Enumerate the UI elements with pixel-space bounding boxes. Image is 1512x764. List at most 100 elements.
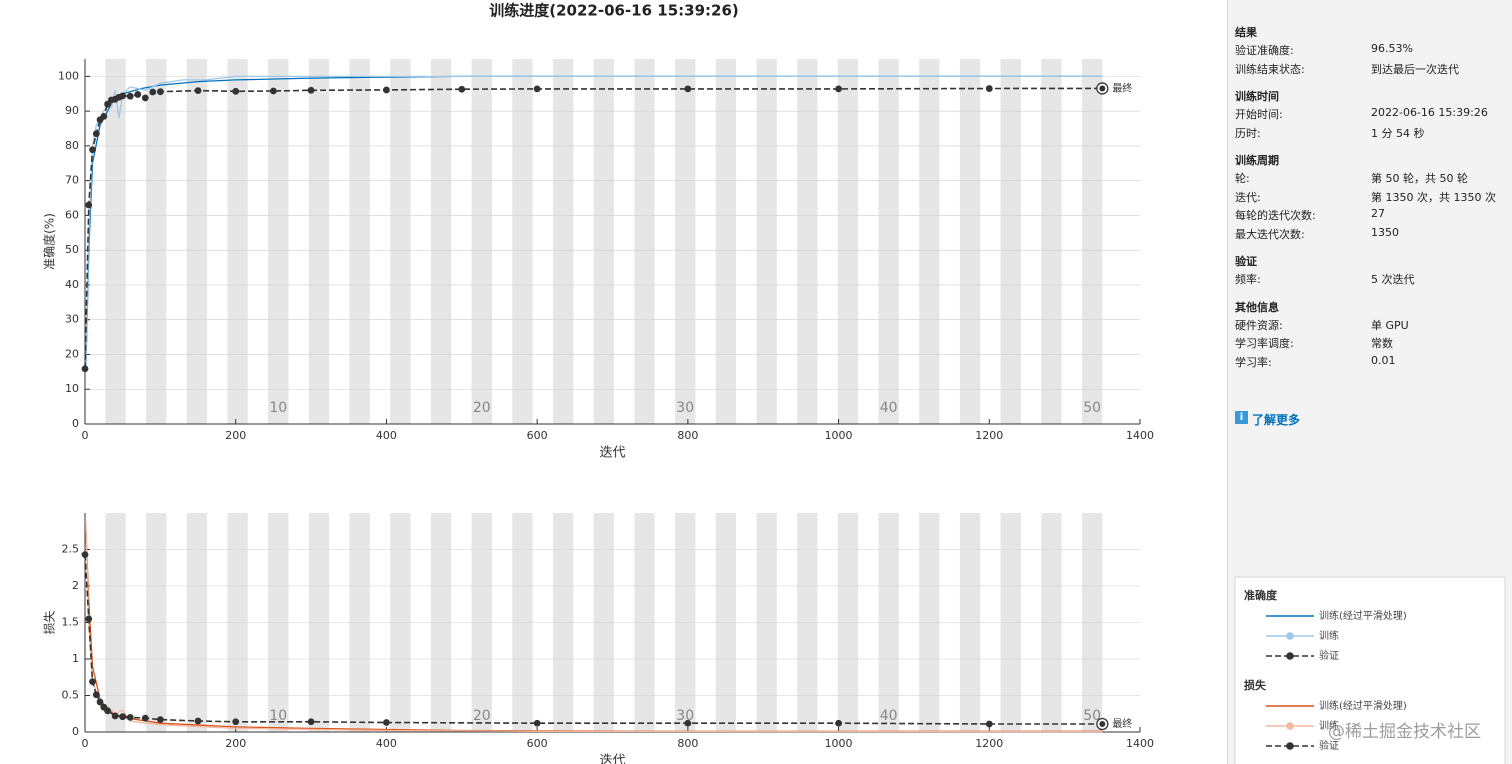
y-tick-label: 80	[65, 139, 79, 152]
info-value: 96.53%	[1371, 42, 1413, 55]
data-point	[96, 698, 104, 706]
data-point	[134, 91, 142, 98]
info-value: 第 1350 次，共 1350 次	[1371, 190, 1496, 204]
x-tick-label: 1400	[1126, 429, 1154, 442]
y-tick-label: 2	[72, 579, 79, 592]
info-value: 1350	[1371, 225, 1399, 239]
legend-entry: 训练	[1319, 719, 1339, 732]
data-point	[985, 85, 993, 92]
epoch-band	[593, 59, 615, 424]
legend-entry: 验证	[1319, 739, 1339, 752]
epoch-band	[1000, 59, 1021, 424]
x-tick-label: 1200	[975, 429, 1003, 442]
section-title: 验证	[1235, 255, 1257, 268]
data-point	[126, 92, 134, 100]
data-point	[458, 85, 466, 93]
data-point	[100, 112, 108, 120]
legend-marker	[1286, 632, 1294, 640]
data-point	[92, 691, 100, 699]
y-tick-label: 100	[58, 69, 79, 82]
epoch-label: 40	[880, 708, 898, 724]
epoch-band	[430, 59, 452, 424]
data-point	[141, 94, 149, 102]
data-point	[149, 88, 157, 96]
y-tick-label: 0	[72, 417, 79, 430]
y-tick-label: 1	[72, 652, 79, 665]
data-point	[835, 719, 842, 727]
epoch-label: 30	[676, 708, 694, 724]
x-tick-label: 200	[225, 737, 246, 750]
section-title: 其他信息	[1235, 300, 1279, 314]
info-value: 0.01	[1371, 353, 1396, 367]
info-label: 迭代:	[1235, 190, 1261, 204]
x-tick-label: 1200	[975, 737, 1003, 750]
info-label: 最大迭代次数:	[1235, 227, 1305, 241]
epoch-label: 10	[269, 708, 287, 724]
data-point	[684, 85, 692, 93]
epoch-band	[675, 59, 696, 424]
y-tick-label: 60	[65, 208, 79, 221]
x-tick-label: 800	[677, 429, 698, 442]
x-tick-label: 0	[82, 737, 89, 750]
data-point	[835, 85, 842, 93]
x-tick-label: 200	[225, 429, 246, 442]
epoch-band	[959, 59, 981, 424]
x-tick-label: 1000	[825, 429, 853, 442]
epoch-band	[186, 59, 208, 424]
epoch-label: 20	[473, 400, 491, 416]
x-tick-label: 400	[376, 429, 397, 442]
info-value: 常数	[1371, 337, 1393, 350]
info-label: 频率:	[1235, 273, 1261, 286]
info-label: 训练结束状态:	[1235, 62, 1305, 76]
x-tick-label: 1400	[1126, 737, 1154, 750]
info-label: 历时:	[1235, 126, 1261, 140]
data-point	[111, 712, 119, 720]
y-tick-label: 50	[65, 243, 79, 256]
data-point	[232, 718, 240, 726]
y-tick-label: 0	[72, 725, 79, 738]
data-point	[307, 718, 315, 726]
data-point	[126, 714, 134, 721]
data-point	[232, 87, 240, 95]
y-tick-label: 70	[65, 174, 79, 187]
data-point	[985, 720, 993, 728]
y-axis-label: 准确度(%)	[42, 213, 57, 270]
epoch-band	[390, 59, 411, 424]
data-point	[307, 86, 315, 94]
epoch-band	[756, 59, 777, 424]
epoch-label: 20	[473, 708, 491, 724]
section-title: 训练周期	[1235, 154, 1279, 167]
y-tick-label: 10	[65, 382, 79, 395]
info-label: 学习率调度:	[1235, 337, 1294, 350]
data-point	[119, 713, 127, 721]
data-point	[85, 201, 93, 209]
epoch-band	[1041, 59, 1062, 424]
info-value: 2022-06-16 15:39:26	[1371, 106, 1488, 119]
learn-more-link[interactable]: 了解更多	[1252, 413, 1301, 427]
x-tick-label: 0	[82, 429, 89, 442]
legend-box	[1234, 576, 1506, 764]
data-point	[119, 92, 127, 100]
data-point	[156, 716, 164, 723]
epoch-band	[634, 59, 655, 424]
info-label: 验证准确度:	[1235, 44, 1294, 57]
epoch-band	[268, 59, 289, 424]
info-value: 5 次迭代	[1371, 273, 1415, 286]
data-point	[383, 86, 390, 94]
y-tick-label: 20	[65, 347, 79, 360]
legend-entry: 验证	[1319, 649, 1339, 662]
y-tick-label: 40	[65, 278, 79, 291]
data-point	[85, 615, 93, 623]
data-point	[156, 88, 164, 96]
x-axis-label: 迭代	[599, 754, 625, 764]
info-value: 1 分 54 秒	[1371, 126, 1425, 140]
info-label: 开始时间:	[1235, 108, 1283, 121]
epoch-band	[308, 59, 330, 424]
info-label: 学习率:	[1235, 355, 1272, 369]
x-tick-label: 600	[527, 737, 548, 750]
x-tick-label: 800	[677, 737, 698, 750]
info-label: 轮:	[1235, 172, 1250, 185]
data-point	[194, 717, 202, 725]
